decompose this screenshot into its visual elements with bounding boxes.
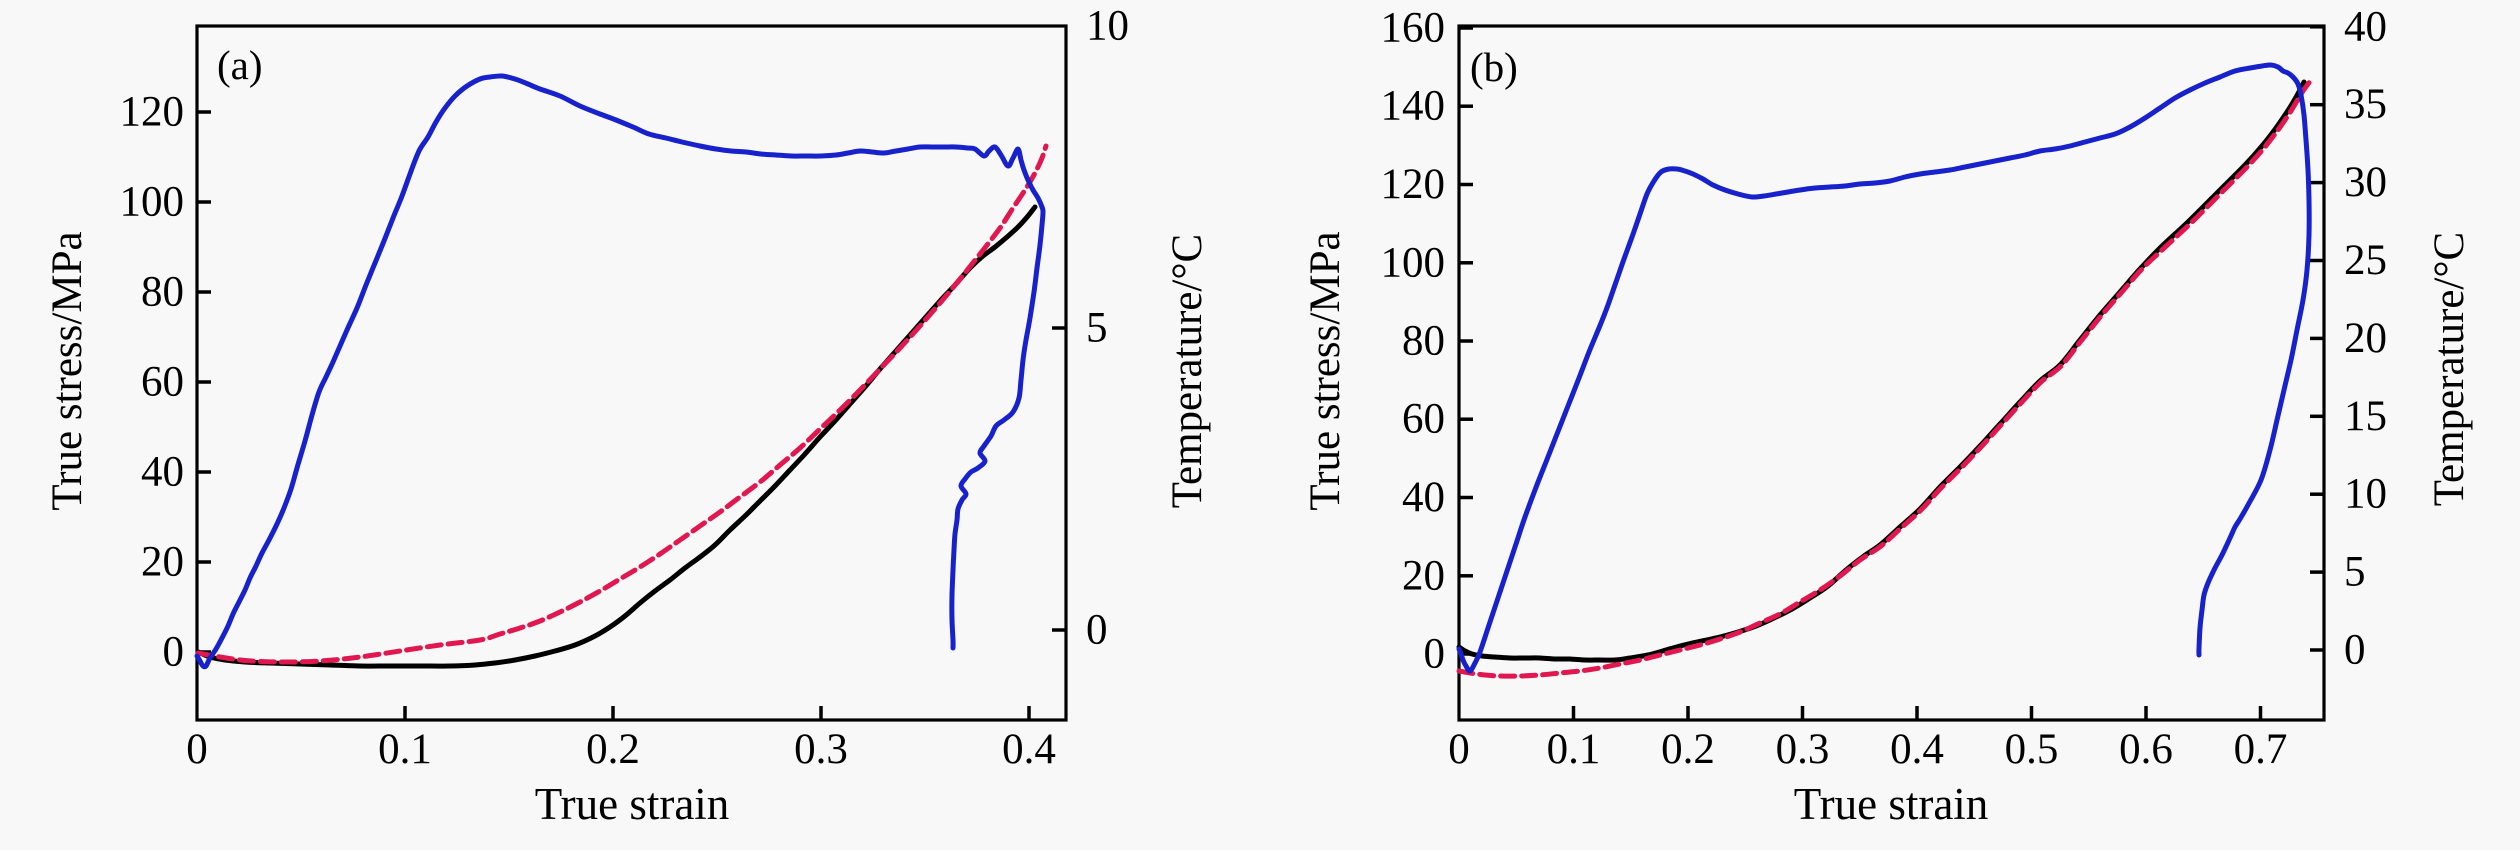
svg-text:0.4: 0.4 bbox=[1890, 726, 1944, 773]
svg-text:True strain: True strain bbox=[1794, 779, 1989, 829]
svg-text:40: 40 bbox=[1402, 474, 1445, 521]
svg-text:0.6: 0.6 bbox=[2119, 726, 2173, 773]
svg-text:Temperature/°C: Temperature/°C bbox=[1164, 234, 1211, 508]
svg-text:True stress/MPa: True stress/MPa bbox=[44, 231, 91, 510]
svg-text:120: 120 bbox=[120, 89, 185, 136]
svg-text:0: 0 bbox=[2344, 627, 2366, 674]
svg-text:10: 10 bbox=[2344, 471, 2387, 518]
svg-text:25: 25 bbox=[2344, 237, 2387, 284]
svg-text:60: 60 bbox=[141, 359, 184, 406]
svg-text:160: 160 bbox=[1381, 5, 1446, 52]
svg-text:80: 80 bbox=[1402, 318, 1445, 365]
svg-text:60: 60 bbox=[1402, 396, 1445, 443]
svg-text:15: 15 bbox=[2344, 393, 2387, 440]
svg-text:0.7: 0.7 bbox=[2234, 726, 2288, 773]
svg-text:0: 0 bbox=[1448, 726, 1470, 773]
svg-text:True stress/MPa: True stress/MPa bbox=[1302, 231, 1349, 510]
svg-text:(b): (b) bbox=[1470, 44, 1518, 90]
svg-text:(a): (a) bbox=[217, 42, 263, 88]
svg-text:20: 20 bbox=[141, 539, 184, 586]
svg-text:0: 0 bbox=[163, 629, 185, 676]
svg-text:30: 30 bbox=[2344, 159, 2387, 206]
svg-text:20: 20 bbox=[2344, 315, 2387, 362]
svg-text:40: 40 bbox=[141, 449, 184, 496]
svg-text:0: 0 bbox=[186, 726, 208, 773]
svg-text:0.2: 0.2 bbox=[586, 726, 640, 773]
svg-text:0.3: 0.3 bbox=[794, 726, 848, 773]
svg-text:0.4: 0.4 bbox=[1002, 726, 1056, 773]
svg-text:140: 140 bbox=[1381, 83, 1446, 130]
svg-text:Temperature/°C: Temperature/°C bbox=[2426, 232, 2473, 506]
svg-text:40: 40 bbox=[2344, 3, 2387, 50]
svg-text:120: 120 bbox=[1381, 161, 1446, 208]
svg-text:0: 0 bbox=[1086, 607, 1108, 654]
svg-text:100: 100 bbox=[120, 179, 185, 226]
svg-text:100: 100 bbox=[1381, 239, 1446, 286]
svg-text:80: 80 bbox=[141, 269, 184, 316]
svg-text:0.5: 0.5 bbox=[2005, 726, 2059, 773]
svg-text:0.1: 0.1 bbox=[1547, 726, 1601, 773]
svg-text:20: 20 bbox=[1402, 552, 1445, 599]
svg-text:0.3: 0.3 bbox=[1776, 726, 1830, 773]
svg-text:35: 35 bbox=[2344, 81, 2387, 128]
svg-text:10: 10 bbox=[1086, 3, 1129, 50]
svg-text:5: 5 bbox=[2344, 549, 2366, 596]
svg-text:True strain: True strain bbox=[535, 779, 730, 829]
svg-text:0.2: 0.2 bbox=[1661, 726, 1715, 773]
svg-text:0.1: 0.1 bbox=[378, 726, 432, 773]
svg-text:0: 0 bbox=[1424, 631, 1446, 678]
svg-text:5: 5 bbox=[1086, 305, 1108, 352]
